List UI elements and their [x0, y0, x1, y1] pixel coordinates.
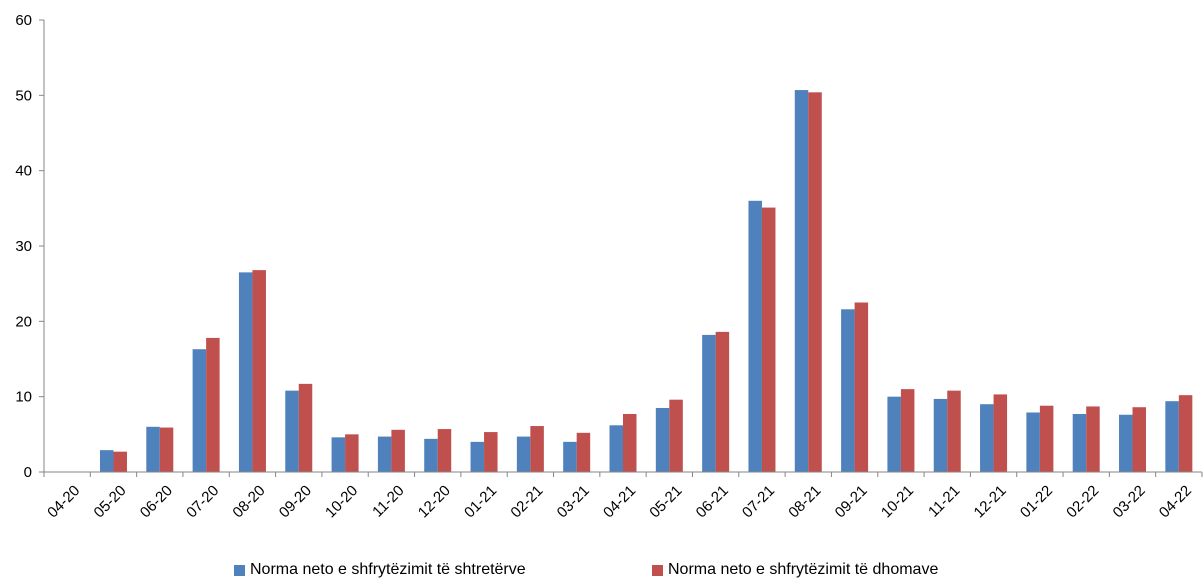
- x-axis: 04-20 05-20 06-20 07-20 08-20 09-20 10-20 11-20…: [43, 471, 1203, 521]
- x-tick-label: 02-21: [507, 482, 546, 521]
- bar-rooms: [437, 429, 452, 472]
- y-axis: 0 10 20 30 40 50 60: [15, 12, 45, 481]
- bar-rooms: [206, 337, 220, 472]
- bar-rooms: [947, 390, 961, 472]
- bar-beds: [192, 349, 207, 472]
- bar-beds: [146, 426, 160, 472]
- x-tick-label: 11-20: [369, 482, 407, 520]
- bars: [99, 90, 1193, 473]
- x-tick-label: 09-21: [832, 482, 871, 521]
- bar-rooms: [576, 432, 591, 472]
- bar-rooms: [298, 383, 313, 472]
- bar-beds: [841, 309, 855, 472]
- bar-rooms: [1086, 406, 1100, 472]
- x-tick-label: 12-20: [415, 482, 454, 521]
- bar-rooms: [669, 399, 683, 472]
- bar-rooms: [808, 92, 822, 472]
- y-tick-label: 0: [24, 464, 32, 481]
- bar-rooms: [391, 429, 405, 472]
- x-tick-label: 05-20: [91, 482, 130, 521]
- bar-beds: [238, 272, 253, 472]
- bar-beds: [748, 200, 762, 473]
- bar-rooms: [854, 302, 869, 472]
- bar-beds: [424, 438, 438, 472]
- bar-beds: [887, 396, 901, 472]
- x-tick-label: 09-20: [276, 482, 315, 521]
- bar-beds: [1026, 412, 1040, 472]
- legend-label-beds: Norma neto e shfrytëzimit të shtretërve: [250, 561, 526, 578]
- bar-rooms: [623, 413, 637, 472]
- bar-beds: [933, 398, 948, 472]
- bar-rooms: [484, 432, 498, 472]
- legend-swatch-beds: [234, 564, 245, 576]
- bar-beds: [1072, 413, 1087, 472]
- bar-beds: [331, 437, 346, 472]
- bar-beds: [655, 407, 670, 472]
- legend-item-beds: Norma neto e shfrytëzimit të shtretërve: [234, 561, 526, 579]
- x-tick-label: 05-21: [646, 482, 685, 521]
- bar-rooms: [993, 394, 1008, 472]
- y-tick-label: 10: [15, 389, 32, 406]
- bar-rooms: [159, 427, 174, 472]
- y-tick-label: 20: [15, 313, 32, 330]
- y-tick-label: 50: [15, 87, 32, 104]
- legend-label-rooms: Norma neto e shfrytëzimit të dhomave: [668, 561, 939, 578]
- y-tick-label: 40: [15, 163, 32, 180]
- bar-rooms: [1178, 395, 1193, 472]
- x-tick-label: 11-21: [925, 482, 963, 520]
- bar-rooms: [1132, 407, 1147, 472]
- x-tick-label: 08-21: [785, 482, 824, 521]
- bar-rooms: [530, 426, 544, 472]
- bar-beds: [1119, 414, 1133, 472]
- x-tick-label: 04-21: [600, 482, 639, 521]
- bar-beds: [99, 450, 114, 472]
- bar-rooms: [345, 434, 359, 472]
- bar-rooms: [715, 331, 730, 472]
- bar-rooms: [761, 207, 776, 472]
- bar-rooms: [1039, 405, 1054, 472]
- legend-swatch-rooms: [652, 564, 663, 576]
- bar-beds: [794, 90, 809, 472]
- bar-rooms: [113, 451, 127, 472]
- bar-beds: [377, 436, 392, 472]
- x-tick-label: 04-22: [1156, 482, 1195, 521]
- x-tick-label: 10-21: [878, 482, 917, 521]
- x-tick-label: 06-20: [137, 482, 176, 521]
- x-tick-label: 07-21: [739, 482, 778, 521]
- legend-item-rooms: Norma neto e shfrytëzimit të dhomave: [652, 561, 938, 579]
- y-tick-label: 60: [15, 12, 32, 29]
- bar-beds: [702, 334, 716, 472]
- legend: Norma neto e shfrytëzimit të shtretërve …: [0, 561, 1204, 585]
- x-tick-label: 01-22: [1017, 482, 1056, 521]
- bar-beds: [563, 441, 577, 472]
- bar-beds: [470, 441, 485, 472]
- bar-beds: [980, 404, 994, 472]
- x-tick-label: 07-20: [183, 482, 222, 521]
- x-tick-label: 03-22: [1110, 482, 1149, 521]
- x-tick-label: 02-22: [1063, 482, 1102, 521]
- bar-beds: [285, 390, 299, 472]
- bar-beds: [1165, 401, 1179, 472]
- x-tick-label: 12-21: [971, 482, 1010, 521]
- bar-rooms: [252, 270, 266, 472]
- bar-beds: [609, 425, 623, 472]
- bar-beds: [516, 436, 531, 472]
- x-tick-label: 10-20: [322, 482, 361, 521]
- x-tick-label: 06-21: [693, 482, 732, 521]
- bar-rooms: [900, 389, 915, 472]
- x-tick-label: 04-20: [44, 482, 83, 521]
- x-tick-label: 01-21: [461, 482, 500, 521]
- x-tick-label: 08-20: [229, 482, 268, 521]
- y-tick-label: 30: [15, 238, 32, 255]
- x-tick-label: 03-21: [554, 482, 593, 521]
